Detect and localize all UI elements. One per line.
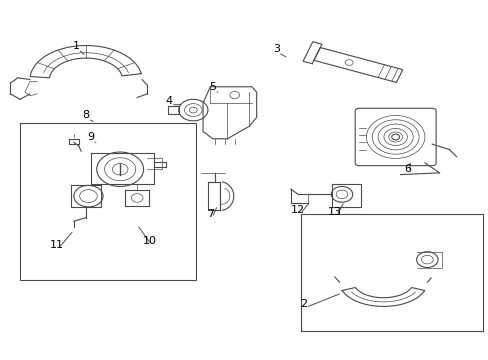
Text: 5: 5 bbox=[209, 82, 216, 92]
Text: 10: 10 bbox=[142, 236, 156, 246]
Text: 12: 12 bbox=[290, 206, 305, 216]
Text: 1: 1 bbox=[73, 41, 80, 50]
Text: 11: 11 bbox=[50, 239, 63, 249]
Text: 3: 3 bbox=[272, 44, 279, 54]
Text: 13: 13 bbox=[327, 207, 341, 217]
Text: 4: 4 bbox=[165, 96, 172, 106]
Bar bbox=[300, 214, 483, 330]
Bar bbox=[20, 123, 195, 280]
Text: 6: 6 bbox=[404, 164, 410, 174]
Text: 8: 8 bbox=[82, 111, 89, 121]
Text: 2: 2 bbox=[300, 299, 307, 309]
Text: 9: 9 bbox=[87, 132, 94, 142]
Text: 7: 7 bbox=[206, 209, 213, 219]
